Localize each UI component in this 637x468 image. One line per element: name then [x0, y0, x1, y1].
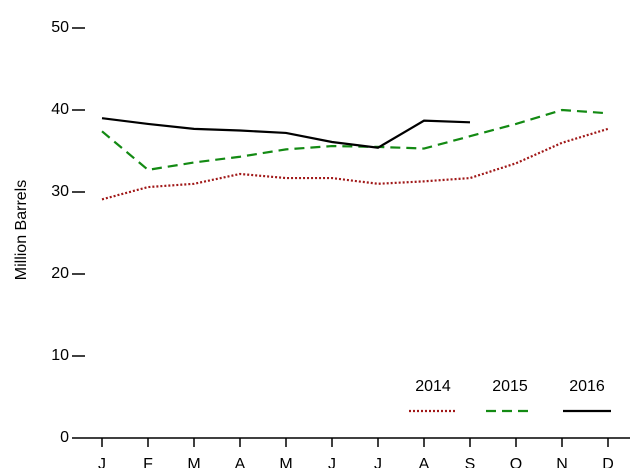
x-tick-label: J	[374, 456, 382, 468]
series-line	[101, 108, 609, 172]
legend-label: 2016	[569, 378, 605, 395]
x-tick-label: O	[510, 456, 522, 468]
y-tick-label: 10	[51, 347, 69, 364]
legend-label: 2015	[492, 378, 528, 395]
series-line	[101, 127, 609, 201]
x-tick-label: J	[328, 456, 336, 468]
y-tick-label: 0	[60, 429, 69, 446]
x-tick-label: F	[143, 456, 153, 468]
x-tick-label: A	[419, 456, 430, 468]
y-tick-label: 20	[51, 265, 69, 282]
x-tick-label: N	[556, 456, 568, 468]
y-axis-label: Million Barrels	[13, 180, 30, 280]
x-tick-label: D	[602, 456, 614, 468]
series-line	[101, 117, 471, 149]
y-tick-label: 40	[51, 101, 69, 118]
y-tick-label: 50	[51, 19, 69, 36]
y-tick-label: 30	[51, 183, 69, 200]
x-tick-label: J	[98, 456, 106, 468]
x-tick-label: S	[465, 456, 476, 468]
x-tick-label: A	[235, 456, 246, 468]
legend-label: 2014	[415, 378, 451, 395]
x-tick-label: M	[187, 456, 200, 468]
x-tick-label: M	[279, 456, 292, 468]
